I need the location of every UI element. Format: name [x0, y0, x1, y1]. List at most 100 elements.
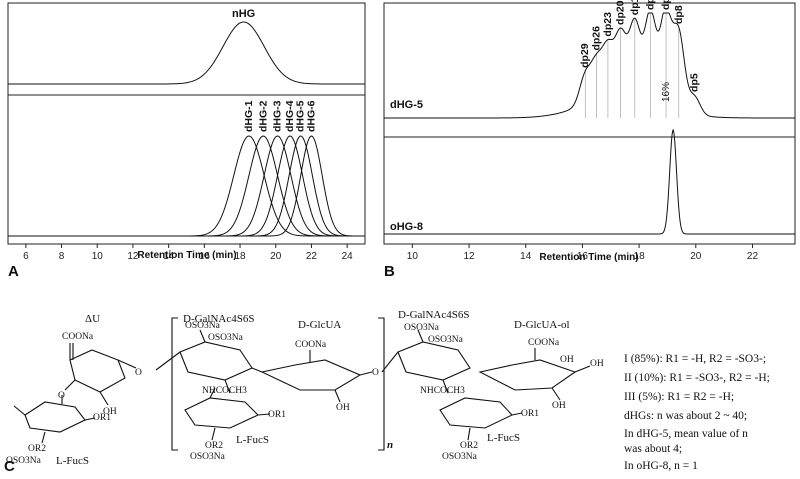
panel-a-tick-label: 22	[306, 251, 318, 262]
panel-a-series-dHG-6	[8, 135, 365, 237]
panel-a-series-dHG-4	[8, 135, 365, 237]
panel-a-series-dHG-5	[8, 135, 365, 237]
svg-text:O: O	[372, 368, 379, 378]
panel-b-series-label: oHG-8	[390, 221, 423, 233]
panel-a-x-axis: 6 8 10 12 14 16 18 20 22 24	[23, 244, 353, 262]
panel-b-x-axis: 10 12 14 16 18 20 22	[407, 244, 759, 262]
fucs-ring-2: OR1 OR2 OSO3Na L-FucS	[184, 387, 286, 462]
glcua-label: D-GlcUA	[298, 319, 341, 331]
panel-a-series-label: dHG-4	[284, 100, 296, 132]
panel-a-tick-label: 6	[23, 251, 29, 262]
galnac1-oso3na-b: OSO3Na	[208, 333, 244, 343]
galnac2-oso3na-a: OSO3Na	[404, 323, 440, 333]
panel-a-series-dHG-1	[8, 135, 365, 237]
fucs-label-2: L-FucS	[236, 434, 269, 446]
legend-line-5: In dHG-5, mean value of n	[624, 428, 748, 440]
panel-a-series-nHG	[8, 21, 365, 85]
panel-a-tick-label: 24	[342, 251, 354, 262]
bracket-left	[171, 317, 178, 451]
panel-b-letter: B	[384, 263, 395, 280]
glcua-ol-label: D-GlcUA-ol	[514, 319, 570, 331]
panel-b-peak-label: dp8	[673, 5, 685, 24]
panel-a-tick-label: 14	[163, 251, 175, 262]
panel-a-frame	[7, 2, 366, 245]
panel-b-frame	[383, 2, 796, 245]
panel-b-peak-label: dp23	[602, 12, 614, 37]
panel-a-series-label: dHG-5	[295, 100, 307, 132]
panel-b-tick-label: 12	[463, 251, 475, 262]
panel-b: 10 12 14 16 18 20 22 Retention Time (min) B dp…	[383, 0, 796, 280]
glcua-ol-coona: COONa	[528, 338, 560, 348]
legend-line-3: III (5%): R1 = R2 = -H;	[624, 391, 734, 403]
du-oh: OH	[103, 407, 117, 417]
panel-a-tick-label: 12	[127, 251, 139, 262]
panel-b-series-label: dHG-5	[390, 99, 423, 111]
panel-a-letter: A	[8, 263, 19, 280]
legend-line-6: was about 4;	[624, 443, 682, 455]
or2-3: OR2	[460, 441, 478, 451]
galnac1-oso3na-a: OSO3Na	[185, 321, 221, 331]
legend-line-2: II (10%): R1 = -SO3-, R2 = -H;	[624, 372, 770, 384]
panel-b-peak-label: dp11	[660, 0, 672, 10]
panel-c-letter: C	[4, 458, 15, 475]
glcua-coona: COONa	[295, 340, 327, 350]
or2-1: OR2	[28, 444, 46, 454]
glcua-ol-oh-1: OH	[552, 401, 566, 411]
legend-line-4: dHGs: n was about 2 ~ 40;	[624, 410, 747, 422]
oso3na-3: OSO3Na	[442, 452, 478, 462]
panel-b-tick-label: 16	[577, 251, 589, 262]
glcua-ol-oh-2: OH	[560, 355, 574, 365]
panel-a-series-label: dHG-6	[305, 100, 317, 132]
panel-a: 6 8 10 12 14 16 18 20 22 24 Retention Time (min) …	[7, 2, 366, 280]
galnac-ring-1: D-GalNAc4S6S OSO3Na OSO3Na NHCOCH3	[155, 313, 263, 396]
bracket-right	[378, 317, 385, 451]
panel-a-series-dHG-3	[8, 135, 365, 237]
panel-a-tick-label: 10	[92, 251, 104, 262]
fucs-label-3: L-FucS	[487, 432, 520, 444]
galnac1-label: D-GalNAc4S6S	[183, 313, 255, 325]
galnac2-oso3na-b: OSO3Na	[428, 335, 464, 345]
panel-b-peak-label: dp29	[579, 43, 591, 68]
glcua-ring: D-GlcUA COONa OH O	[260, 319, 379, 413]
or2-2: OR2	[205, 441, 223, 451]
glcua-oh: OH	[336, 403, 350, 413]
oso3na-1: OSO3Na	[6, 456, 42, 466]
glcua-ol-ring: D-GlcUA-ol COONa OH OH OH	[478, 319, 604, 411]
panel-b-series-dHG-5	[384, 12, 795, 119]
panel-b-peak-label: dp26	[591, 26, 603, 51]
repeat-n: n	[387, 439, 393, 451]
panel-a-series-label: nHG	[232, 8, 255, 20]
panel-b-peak-label: dp5	[688, 73, 700, 92]
panel-b-tick-label: 22	[747, 251, 759, 262]
du-coona: COONa	[62, 332, 94, 342]
panel-b-tick-label: 18	[634, 251, 646, 262]
panel-b-tick-label: 10	[407, 251, 419, 262]
panel-b-peak-label: dp20	[615, 0, 627, 25]
panel-b-curves: dp29dp26dp23dp20dp17dp14 dp11dp8 dp5 dHG-5 1…	[384, 0, 795, 235]
galnac1-nhcoch3: NHCOCH3	[202, 386, 247, 396]
panel-b-annotation: 16%	[661, 82, 672, 102]
galnac2-label: D-GalNAc4S6S	[398, 309, 470, 321]
panel-a-xlabel: Retention Time (min)	[137, 250, 236, 261]
fucs-label-1: L-FucS	[56, 455, 89, 467]
panel-a-tick-label: 16	[199, 251, 211, 262]
panel-a-series-label: dHG-3	[272, 100, 284, 132]
panel-a-tick-label: 18	[234, 251, 246, 262]
panel-a-tick-label: 20	[270, 251, 282, 262]
panel-b-series-oHG-8	[384, 128, 795, 235]
panel-b-xlabel: Retention Time (min)	[539, 252, 638, 263]
fucs-ring-1: OR1 OR2 OSO3Na L-FucS	[6, 395, 111, 467]
panel-a-tick-label: 8	[59, 251, 65, 262]
panel-b-tick-label: 14	[520, 251, 532, 262]
galnac2-nhcoch3: NHCOCH3	[420, 386, 465, 396]
legend-line-7: In oHG-8, n = 1	[624, 460, 698, 472]
oso3na-2: OSO3Na	[190, 452, 226, 462]
du-label: ΔU	[85, 313, 100, 325]
panel-b-peak-label: dp17	[629, 0, 641, 15]
fucs-ring-3: OR1 OR2 OSO3Na L-FucS	[439, 397, 539, 462]
glcua-ol-oh-3: OH	[590, 359, 604, 369]
panel-b-tick-label: 20	[690, 251, 702, 262]
panel-a-series-label: dHG-1	[243, 100, 255, 132]
